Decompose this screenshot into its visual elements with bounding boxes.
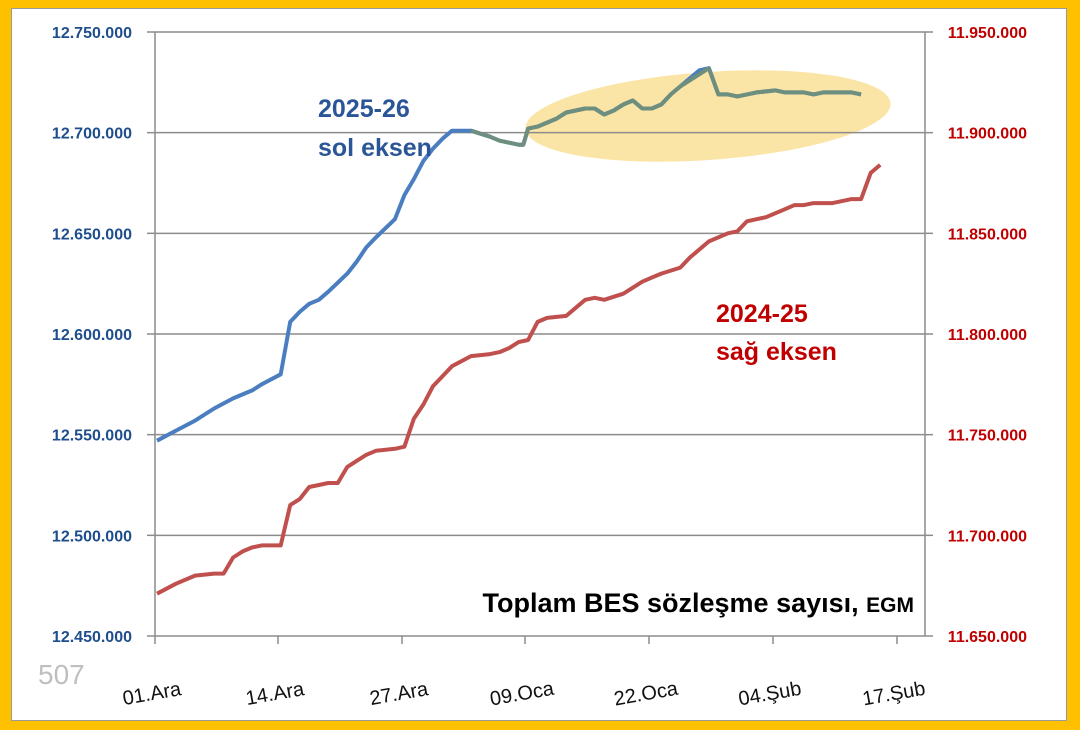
annotation-2025-26-year: 2025-26	[318, 95, 410, 123]
y-right-tick-label: 11.950.000	[948, 25, 1027, 42]
chart-title-source: EGM	[866, 594, 914, 617]
annotation-2025-26-axis: sol eksen	[318, 134, 432, 162]
x-tick-label: 09.Oca	[488, 678, 556, 711]
y-left-tick-label: 12.750.000	[52, 25, 132, 42]
y-left-tick-label: 12.600.000	[52, 327, 132, 344]
annotation-2024-25-axis: sağ eksen	[716, 338, 837, 366]
chart-title: Toplam BES sözleşme sayısı, EGM	[482, 588, 914, 618]
x-tick-label: 14.Ara	[244, 678, 307, 710]
y-left-tick-label: 12.550.000	[52, 428, 132, 445]
annotation-2024-25-year: 2024-25	[716, 300, 808, 328]
x-tick-label: 27.Ara	[368, 678, 431, 710]
page-number: 507	[38, 659, 85, 690]
series-2024-25-line	[156, 163, 882, 596]
chart-title-main: Toplam BES sözleşme sayısı	[482, 588, 851, 618]
chart-title-comma: ,	[851, 588, 866, 618]
axes	[147, 31, 933, 644]
series-2025-26-highlighted-segment	[470, 66, 862, 147]
x-tick-label: 01.Ara	[121, 678, 184, 710]
x-axis-ticks: 01.Ara 14.Ara 27.Ara 09.Oca 22.Oca 04.Şub 17.Ş…	[121, 678, 927, 711]
y-left-tick-label: 12.500.000	[52, 528, 132, 545]
y-right-tick-label: 11.750.000	[948, 428, 1027, 445]
y-axis-right-ticks: 11.650.000 11.700.000 11.750.000 11.800.000…	[948, 25, 1027, 646]
y-axis-left-ticks: 12.450.000 12.500.000 12.550.000 12.600.000…	[52, 25, 132, 646]
x-tick-label: 17.Şub	[861, 678, 927, 711]
x-tick-label: 22.Oca	[612, 678, 680, 711]
y-right-tick-label: 11.800.000	[948, 327, 1027, 344]
y-right-tick-label: 11.650.000	[948, 629, 1027, 646]
y-left-tick-label: 12.450.000	[52, 629, 132, 646]
x-tick-label: 04.Şub	[737, 678, 803, 711]
y-right-tick-label: 11.700.000	[948, 528, 1027, 545]
y-left-tick-label: 12.700.000	[52, 126, 132, 143]
y-left-tick-label: 12.650.000	[52, 226, 132, 243]
highlight-ellipse	[525, 70, 891, 162]
y-right-tick-label: 11.900.000	[948, 126, 1027, 143]
y-right-tick-label: 11.850.000	[948, 226, 1027, 243]
